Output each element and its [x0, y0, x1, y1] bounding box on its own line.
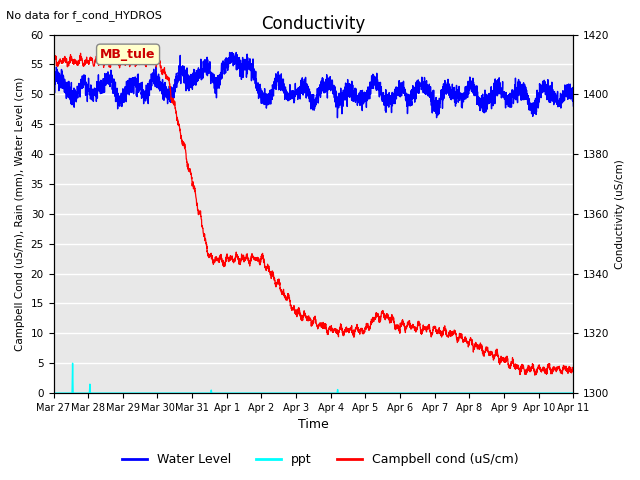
Legend: Water Level, ppt, Campbell cond (uS/cm): Water Level, ppt, Campbell cond (uS/cm)	[116, 448, 524, 471]
Text: MB_tule: MB_tule	[100, 48, 156, 61]
Y-axis label: Conductivity (uS/cm): Conductivity (uS/cm)	[615, 159, 625, 269]
Title: Conductivity: Conductivity	[261, 15, 365, 33]
Y-axis label: Campbell Cond (uS/m), Rain (mm), Water Level (cm): Campbell Cond (uS/m), Rain (mm), Water L…	[15, 77, 25, 351]
X-axis label: Time: Time	[298, 419, 329, 432]
Text: No data for f_cond_HYDROS: No data for f_cond_HYDROS	[6, 10, 163, 21]
